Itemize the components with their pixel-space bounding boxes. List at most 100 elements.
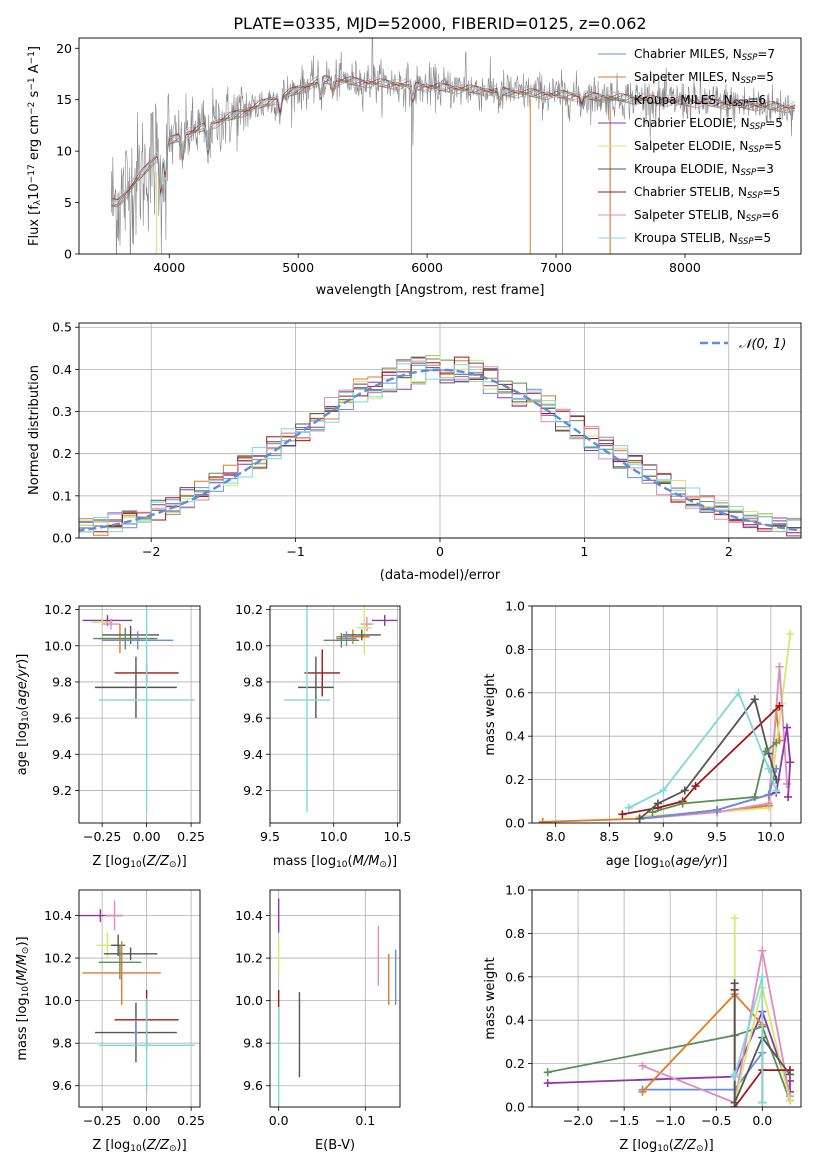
error-bar-point (342, 629, 381, 641)
age-vs-metallicity-panel: −0.25 0.00 0.25 9.2 9.4 9.6 9.8 10.0 10.2 Z [log1… (15, 602, 205, 870)
model-fit-line (111, 74, 795, 203)
plus-marker (648, 808, 657, 817)
plus-marker (730, 914, 739, 923)
y-tick-label: 0.4 (505, 729, 525, 744)
y-tick-label: 0.0 (52, 531, 72, 546)
x-tick-label: −1.0 (655, 1113, 685, 1128)
y-tick-label: 0.0 (505, 816, 525, 831)
figure-title: PLATE=0335, MJD=52000, FIBERID=0125, z=0… (233, 14, 646, 33)
error-bar-point (371, 615, 398, 626)
y-tick-label: 0.5 (52, 320, 72, 335)
plus-marker (772, 738, 781, 747)
y-tick-label: 0.2 (505, 1056, 525, 1071)
plus-marker (678, 799, 687, 808)
plot-content (110, 38, 795, 254)
plus-marker (758, 972, 767, 981)
normal-reference-curve (79, 368, 801, 532)
x-tick-label: 10.5 (384, 829, 412, 844)
x-axis-label: (data-model)/error (380, 568, 501, 583)
plus-marker (713, 805, 722, 814)
y-tick-label: 10.2 (44, 602, 72, 617)
y-tick-label: 10.2 (235, 602, 263, 617)
error-bar-point (356, 606, 372, 655)
legend-entry: Chabrier ELODIE, NSSP=5 (634, 116, 783, 132)
plus-marker (772, 775, 781, 784)
error-bar-point (98, 998, 195, 1093)
legend-entry: Kroupa STELIB, NSSP=5 (634, 231, 771, 247)
x-tick-label: 9.5 (260, 829, 280, 844)
y-tick-label: 9.8 (52, 1036, 72, 1051)
x-tick-label: −0.25 (83, 1113, 121, 1128)
mass-weight-line (628, 690, 778, 809)
error-bar-point (98, 945, 142, 980)
y-tick-label: 10.0 (44, 638, 72, 653)
legend-entry: Salpeter STELIB, NSSP=6 (634, 208, 779, 224)
legend-entry: Kroupa MILES, NSSP=6 (634, 93, 766, 109)
y-tick-label: 9.2 (52, 783, 72, 798)
plus-marker (734, 688, 743, 697)
plus-marker (786, 758, 795, 767)
x-tick-label: 1 (580, 544, 588, 559)
y-tick-label: 9.2 (243, 783, 263, 798)
axes-frame (269, 605, 401, 824)
axes-frame (78, 322, 802, 539)
plus-marker (785, 1096, 794, 1105)
y-tick-label: 10.2 (235, 951, 263, 966)
plus-marker (653, 799, 662, 808)
y-tick-label: 9.8 (243, 674, 263, 689)
plus-marker (659, 786, 668, 795)
mass-vs-metallicity-panel: −0.25 0.00 0.25 9.6 9.8 10.0 10.2 10.4 Z [log10(… (15, 889, 205, 1154)
y-tick-label: 9.6 (243, 711, 263, 726)
axes-frame (78, 889, 201, 1108)
mass-weight-vs-metallicity-panel: −2.0 −1.5 −1.0 −0.5 0.0 0.0 0.2 0.4 0.6 0.8 1.0 Z [… (483, 883, 802, 1154)
x-tick-label: −2 (142, 544, 160, 559)
plus-marker (758, 1098, 767, 1107)
plus-marker (538, 817, 547, 823)
error-bar-point (105, 900, 124, 931)
axes-frame (78, 37, 802, 255)
plus-marker (638, 1061, 647, 1070)
x-axis-label: age [log10(age/yr)] (606, 854, 728, 870)
plot-content (284, 606, 398, 813)
x-tick-label: 5000 (282, 260, 314, 275)
y-tick-label: 15 (56, 92, 72, 107)
plus-marker (775, 662, 784, 671)
error-bar-point (298, 656, 334, 719)
x-tick-label: −1.5 (609, 1113, 639, 1128)
y-tick-label: 9.8 (243, 1036, 263, 1051)
x-tick-label: 9.5 (707, 829, 727, 844)
plus-marker (758, 946, 767, 955)
x-axis-label: mass [log10(M/M⊙)] (273, 854, 397, 870)
x-tick-label: 0 (436, 544, 444, 559)
y-axis-label: mass [log10(M/M⊙)] (15, 936, 31, 1060)
model-fit-line (111, 75, 795, 202)
plus-marker (772, 786, 781, 795)
plus-marker (785, 1070, 794, 1079)
plus-marker (761, 747, 770, 756)
y-tick-label: 10.4 (235, 908, 263, 923)
plus-marker (764, 764, 773, 773)
plus-marker (750, 695, 759, 704)
y-axis-label: age [log10(age/yr)] (15, 654, 31, 776)
y-tick-label: 5 (64, 195, 72, 210)
y-tick-label: 0.8 (505, 926, 525, 941)
y-axis-label: mass weight (483, 957, 498, 1039)
x-tick-label: 0.0 (752, 1113, 772, 1128)
y-tick-label: 0.2 (505, 772, 525, 787)
legend-entry: Kroupa ELODIE, NSSP=3 (634, 162, 774, 178)
model-fit-line (111, 75, 795, 202)
mass-weight-line (639, 634, 792, 818)
legend-entry: Chabrier STELIB, NSSP=5 (634, 185, 780, 201)
mass-weight-line (639, 697, 778, 820)
x-tick-label: 0.00 (133, 1113, 161, 1128)
x-tick-label: 8.0 (546, 829, 566, 844)
y-tick-label: 0.4 (505, 1013, 525, 1028)
y-tick-label: 9.4 (243, 747, 263, 762)
x-axis-label: Z [log10(Z/Z⊙)] (92, 854, 186, 870)
y-tick-label: 0.3 (52, 404, 72, 419)
error-bar-point (134, 1019, 138, 1046)
x-tick-label: 8.5 (600, 829, 620, 844)
y-tick-label: 9.6 (52, 711, 72, 726)
x-tick-label: −2.0 (563, 1113, 593, 1128)
x-tick-label: 0.1 (355, 1113, 375, 1128)
